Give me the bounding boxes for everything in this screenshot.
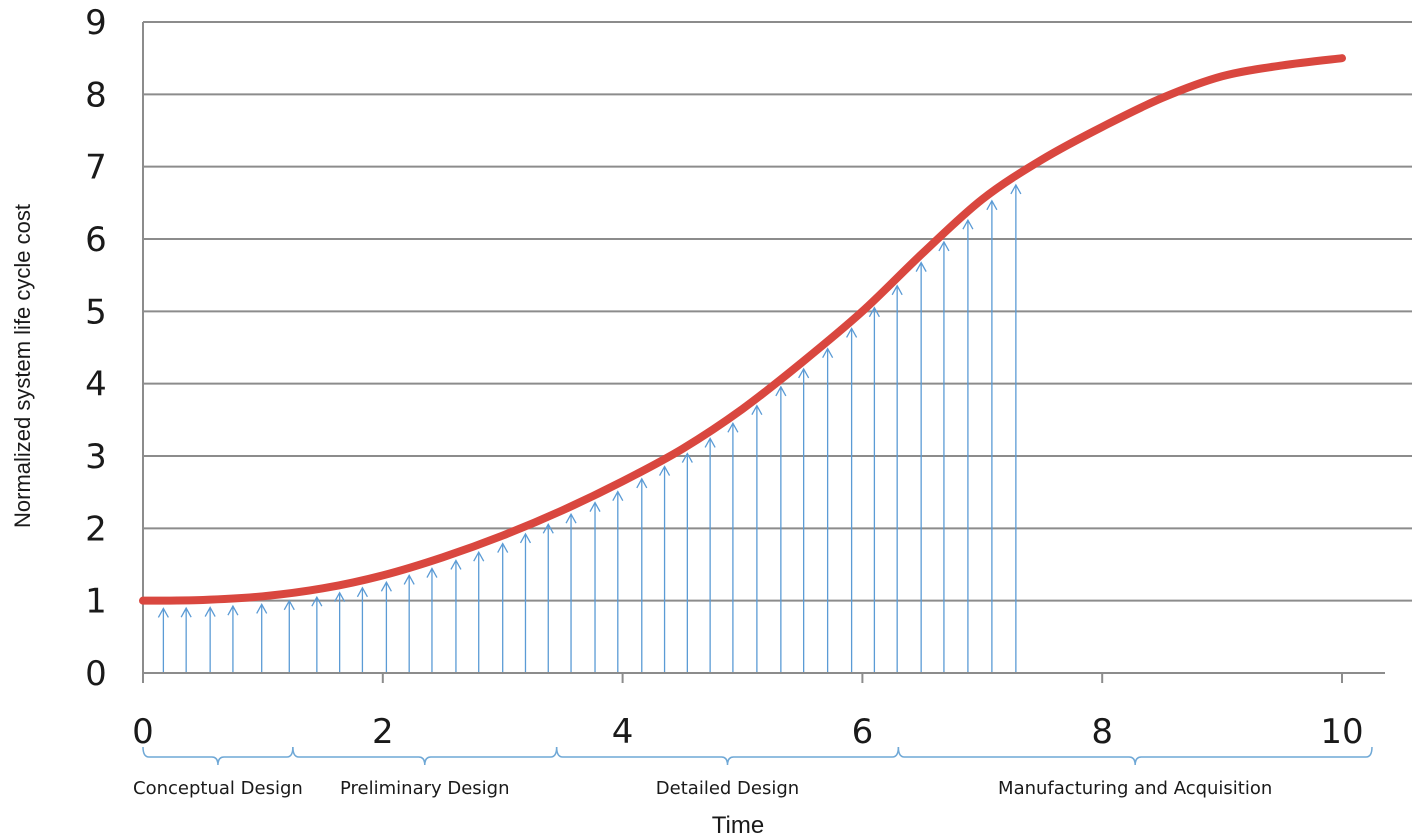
- phase-bracket: [555, 746, 900, 766]
- cost-arrow-24: [704, 437, 716, 673]
- phase-1: Conceptual Design: [133, 746, 303, 799]
- y-tick-label: 0: [85, 654, 107, 694]
- cost-arrow-10: [380, 580, 392, 673]
- cost-arrow-6: [283, 599, 295, 673]
- cost-arrow-27: [775, 385, 787, 673]
- phase-brackets: Conceptual Design Preliminary Design Detai…: [133, 746, 1373, 799]
- y-tick-label: 8: [85, 75, 107, 115]
- phase-label: Manufacturing and Acquisition: [998, 778, 1272, 799]
- cost-arrow-11: [403, 574, 415, 673]
- y-tick-label: 3: [85, 437, 107, 477]
- phase-label: Detailed Design: [656, 778, 799, 799]
- cost-arrow-35: [962, 218, 974, 673]
- cost-arrow-5: [256, 603, 268, 673]
- cost-arrow-16: [519, 532, 532, 673]
- x-tick-label: 2: [372, 712, 394, 752]
- cost-arrow-12: [426, 567, 438, 673]
- x-tick-labels: 0 2 4 6 8 10: [132, 673, 1364, 752]
- gridlines: [143, 21, 1412, 602]
- y-tick-label: 5: [85, 292, 107, 332]
- cost-arrow-15: [497, 542, 509, 673]
- cost-arrow-31: [868, 306, 880, 673]
- x-tick-label: 0: [132, 712, 154, 752]
- cost-arrow-19: [589, 501, 601, 673]
- x-tick-label: 6: [852, 712, 874, 752]
- cost-arrow-2: [180, 606, 192, 673]
- phase-label: Conceptual Design: [133, 778, 303, 799]
- cost-arrow-1: [157, 607, 169, 673]
- phase-bracket: [897, 746, 1373, 766]
- y-tick-label: 7: [85, 148, 107, 188]
- cost-curve-layer: [139, 54, 1346, 605]
- y-tick-label: 1: [85, 582, 107, 622]
- x-tick-label: 8: [1091, 712, 1113, 752]
- phase-bracket: [142, 746, 294, 766]
- phase-label: Preliminary Design: [340, 778, 510, 799]
- cost-arrow-33: [915, 261, 927, 673]
- x-tick-label: 10: [1320, 712, 1363, 752]
- cost-arrow-20: [612, 490, 624, 673]
- cost-arrow-9: [356, 586, 368, 673]
- cost-arrow-3: [204, 606, 216, 673]
- y-axis-title: Normalized system life cycle cost: [10, 204, 35, 528]
- cost-arrows: [157, 183, 1022, 673]
- cost-arrow-36: [986, 199, 998, 673]
- y-tick-label: 4: [85, 365, 107, 405]
- cost-arrow-17: [542, 522, 554, 673]
- phase-bracket: [292, 746, 558, 766]
- cost-arrow-30: [846, 327, 858, 673]
- cost-arrow-21: [636, 477, 648, 673]
- cost-arrow-37: [1010, 183, 1022, 673]
- phase-3: Detailed Design: [555, 746, 900, 799]
- cost-arrow-32: [891, 284, 903, 673]
- x-axis-title: Time: [712, 812, 764, 835]
- cost-arrow-34: [938, 240, 950, 673]
- cost-curve-line: [139, 54, 1346, 605]
- y-tick-label: 6: [85, 220, 107, 260]
- axes: [142, 22, 1385, 674]
- cost-arrow-18: [565, 512, 577, 673]
- y-tick-label: 2: [85, 509, 107, 549]
- cost-arrow-29: [822, 347, 834, 673]
- cost-arrow-8: [334, 591, 346, 673]
- cost-arrow-23: [681, 452, 693, 673]
- cost-arrow-26: [751, 404, 763, 673]
- cost-arrow-4: [227, 604, 239, 673]
- cost-arrow-13: [450, 559, 462, 673]
- y-tick-label: 9: [85, 3, 107, 43]
- cost-arrow-25: [727, 422, 739, 673]
- cost-arrow-22: [658, 465, 671, 673]
- x-tick-label: 4: [612, 712, 634, 752]
- y-tick-labels: 0 1 2 3 4 5 6 7 8 9: [85, 3, 107, 694]
- phase-4: Manufacturing and Acquisition: [897, 746, 1373, 799]
- cost-arrow-7: [311, 595, 323, 673]
- phase-2: Preliminary Design: [292, 746, 558, 799]
- cost-arrow-14: [473, 550, 485, 673]
- cost-arrow-28: [798, 367, 810, 673]
